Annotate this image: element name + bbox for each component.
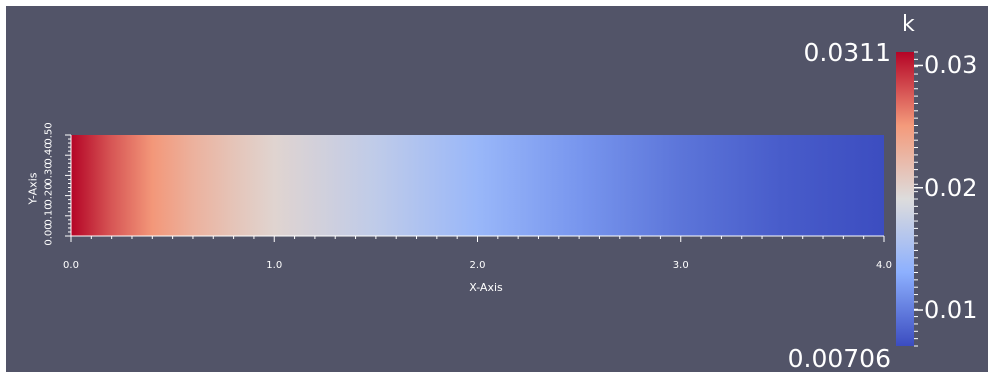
axes-grid xyxy=(65,134,885,242)
x-tick-label: 4.0 xyxy=(876,260,892,271)
colorbar-tick-label: 0.03 xyxy=(924,51,978,80)
x-tick-label: 1.0 xyxy=(266,260,283,271)
y-axis-title: Y-Axis xyxy=(26,172,40,205)
x-tick-label: 2.0 xyxy=(469,260,486,271)
x-tick-label: 0.0 xyxy=(63,260,79,271)
colorbar-tick-label: 0.02 xyxy=(924,173,978,202)
x-axis-title: X-Axis xyxy=(469,281,503,294)
scalar-bar-title: k xyxy=(902,12,915,37)
field-surface xyxy=(71,135,884,236)
range-min-label: 0.00706 xyxy=(787,344,891,373)
colorbar-ticks xyxy=(914,51,923,347)
plot-canvas xyxy=(65,51,923,347)
range-max-label: 0.0311 xyxy=(803,38,891,67)
colorbar xyxy=(896,52,914,346)
y-tick-label: 0.50 xyxy=(43,122,55,145)
render-viewport[interactable]: k 0.0311 0.00706 0.03 0.02 0.01 X-Axis Y… xyxy=(6,6,988,373)
colorbar-tick-label: 0.01 xyxy=(924,296,978,325)
x-tick-label: 3.0 xyxy=(672,260,689,271)
